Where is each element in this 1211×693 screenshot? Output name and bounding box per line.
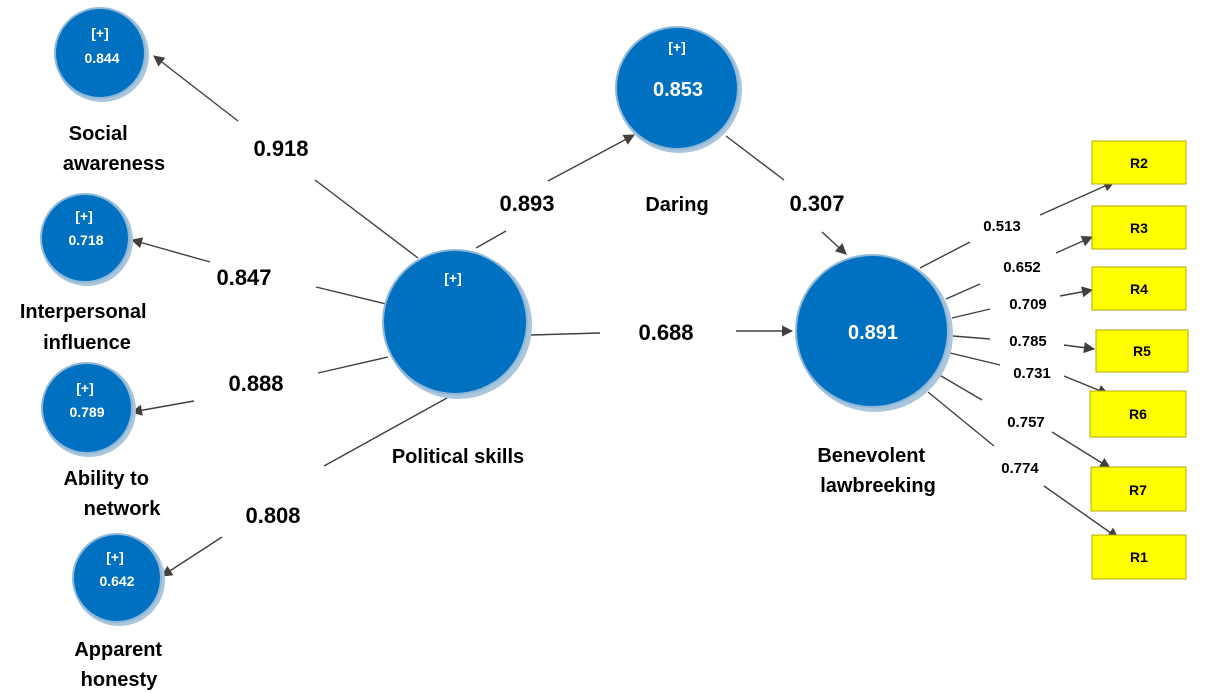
construct-circle[interactable] — [40, 193, 130, 283]
edge-bl-r1-arrow — [1043, 485, 1119, 539]
edge-bl-r7-arrow — [1051, 431, 1111, 469]
edge-ps-network-arrow — [130, 400, 195, 416]
construct-label: Social awareness — [63, 123, 165, 175]
coef-ps-bl: 0.688 — [638, 320, 693, 345]
coef-ps-network: 0.888 — [228, 371, 283, 396]
edge-bl-r3-arrow — [1055, 235, 1094, 254]
construct-label: Political skills — [392, 446, 524, 468]
edge-bl-r1 — [927, 391, 995, 447]
edge-bl-r3 — [945, 283, 981, 300]
construct-r-squared: 0.718 — [68, 232, 103, 248]
construct-circle[interactable] — [41, 362, 133, 454]
indicator-r3[interactable]: R3 — [1091, 205, 1187, 250]
edge-ps-social-awareness — [314, 179, 419, 259]
edge-ps-interpersonal-arrow — [130, 237, 211, 263]
indicator-label: R4 — [1130, 281, 1148, 297]
expand-toggle[interactable]: [+] — [91, 25, 109, 41]
loading-r3: 0.652 — [1003, 259, 1041, 276]
indicator-label: R3 — [1130, 220, 1148, 236]
edge-ps-honesty — [323, 392, 457, 467]
construct-r-squared: 0.844 — [84, 50, 119, 66]
construct-label: Ability to network — [63, 468, 161, 520]
loading-r6: 0.731 — [1013, 365, 1051, 382]
loading-r5: 0.785 — [1009, 333, 1047, 350]
indicator-label: R7 — [1129, 482, 1147, 498]
edge-bl-r4 — [951, 308, 991, 319]
coef-ps-honesty: 0.808 — [245, 503, 300, 528]
edge-ps-interpersonal — [315, 286, 387, 305]
expand-toggle[interactable]: [+] — [668, 39, 686, 55]
coef-ps-social-awareness: 0.918 — [253, 136, 308, 161]
indicator-label: R2 — [1130, 155, 1148, 171]
indicator-r1[interactable]: R1 — [1091, 534, 1187, 580]
construct-ability-to-network[interactable]: [+] 0.789 Ability to network — [41, 362, 161, 520]
edge-bl-r4-arrow — [1059, 286, 1094, 298]
indicator-r2[interactable]: R2 — [1091, 140, 1187, 185]
construct-circle[interactable] — [795, 254, 949, 408]
loading-r1: 0.774 — [1001, 460, 1039, 477]
edge-daring-bl — [725, 135, 785, 181]
construct-r-squared: 0.891 — [848, 322, 898, 344]
expand-toggle[interactable]: [+] — [106, 549, 124, 565]
path-coefficients: 0.918 0.847 0.888 0.808 0.893 0.307 0.68… — [216, 136, 844, 528]
coef-daring-bl: 0.307 — [789, 191, 844, 216]
edge-bl-r6 — [945, 351, 1001, 366]
construct-apparent-honesty[interactable]: [+] 0.642 Apparent honesty — [72, 533, 168, 691]
expand-toggle[interactable]: [+] — [76, 380, 94, 396]
construct-label: Daring — [645, 194, 708, 216]
edge-bl-r2-arrow — [1039, 180, 1116, 216]
construct-interpersonal-influence[interactable]: [+] 0.718 Interpersonal influence — [20, 193, 152, 354]
expand-toggle[interactable]: [+] — [444, 270, 462, 286]
indicator-label: R1 — [1130, 549, 1148, 565]
construct-political-skills[interactable]: [+] Political skills — [382, 249, 532, 468]
coef-ps-daring: 0.893 — [499, 191, 554, 216]
construct-circle[interactable] — [72, 533, 162, 623]
construct-circle[interactable] — [615, 26, 739, 150]
indicator-r5[interactable]: R5 — [1095, 329, 1189, 373]
loading-r7: 0.757 — [1007, 414, 1045, 431]
outer-loadings: 0.513 0.652 0.709 0.785 0.731 0.757 0.77… — [983, 218, 1051, 477]
edge-ps-daring-arrow — [547, 134, 635, 182]
indicator-label: R6 — [1129, 406, 1147, 422]
loading-r2: 0.513 — [983, 218, 1021, 235]
edge-ps-daring — [475, 230, 507, 249]
indicator-r4[interactable]: R4 — [1091, 266, 1187, 311]
loading-r4: 0.709 — [1009, 296, 1047, 313]
construct-benevolent-lawbreeking[interactable]: 0.891 Benevolent lawbreeking — [795, 254, 953, 497]
construct-social-awareness[interactable]: [+] 0.844 Social awareness — [54, 7, 165, 175]
indicator-label: R5 — [1133, 343, 1151, 359]
construct-daring[interactable]: [+] 0.853 Daring — [615, 26, 742, 216]
edge-bl-r5-arrow — [1063, 342, 1096, 354]
construct-circle[interactable] — [382, 249, 528, 395]
edge-ps-honesty-arrow — [161, 536, 223, 577]
indicator-r7[interactable]: R7 — [1090, 466, 1187, 512]
construct-label: Interpersonal influence — [20, 301, 152, 354]
edge-bl-r5 — [952, 335, 991, 340]
edge-ps-bl — [530, 332, 601, 336]
construct-circle[interactable] — [54, 7, 146, 99]
edge-ps-network — [317, 356, 389, 374]
construct-r-squared: 0.789 — [69, 404, 104, 420]
edge-daring-bl-arrow — [821, 231, 847, 255]
construct-r-squared: 0.642 — [99, 573, 134, 589]
indicator-r6[interactable]: R6 — [1089, 390, 1187, 438]
construct-r-squared: 0.853 — [653, 79, 703, 101]
edge-ps-social-awareness-arrow — [153, 55, 239, 122]
construct-label: Benevolent lawbreeking — [817, 445, 935, 497]
edges — [130, 55, 1119, 577]
expand-toggle[interactable]: [+] — [75, 208, 93, 224]
edge-bl-r7 — [935, 372, 983, 401]
construct-label: Apparent honesty — [74, 639, 167, 691]
coef-ps-interpersonal: 0.847 — [216, 265, 271, 290]
edge-bl-r2 — [919, 241, 971, 269]
